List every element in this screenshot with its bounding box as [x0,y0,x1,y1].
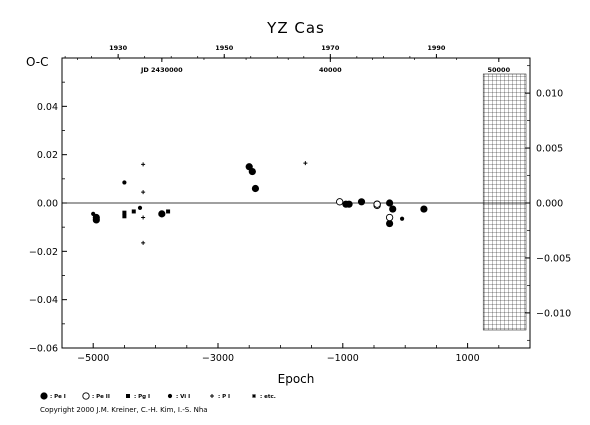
copyright-text: Copyright 2000 J.M. Kreiner, C.-H. Kim, … [40,406,208,414]
data-point [158,210,166,218]
legend-marker [252,394,256,398]
data-point [131,209,136,214]
data-point [386,219,394,228]
y-tick-label: 0.00 [37,199,58,210]
data-point [141,215,146,220]
legend-label: : P I [218,394,230,400]
legend-marker [82,392,90,400]
right-y-tick-label: −0.010 [536,308,571,319]
data-point [122,214,127,219]
data-point [399,216,405,221]
legend-label: : Vi I [176,394,190,400]
year-tick-label: 1930 [109,44,128,52]
legend-label: : Pe I [50,394,66,400]
data-point [336,198,344,206]
y-tick-label: 0.04 [37,102,58,113]
right-y-tick-label: −0.005 [536,253,571,264]
x-tick-label: −5000 [77,353,109,364]
legend-marker [40,392,48,400]
data-point [345,200,353,208]
x-tick-label: 1000 [456,353,480,364]
data-point [303,161,308,166]
x-tick-label: −3000 [202,353,234,364]
data-point [251,184,260,193]
legend-label: : etc. [260,394,276,400]
data-point [389,205,397,213]
year-tick-label: 1950 [215,44,234,52]
right-y-tick-label: 0.010 [536,89,563,100]
legend-label: : Pe II [92,394,110,400]
legend-marker [167,393,173,399]
data-point [122,210,127,215]
x-axis-label: Epoch [278,372,315,386]
chart-title: YZ Cas [266,19,325,37]
data-point [91,211,96,216]
data-point [373,200,381,208]
data-point [141,240,146,245]
data-point [386,199,394,207]
data-point [141,162,146,167]
y-tick-label: −0.04 [29,295,58,306]
data-point [385,213,394,222]
jd-tick-label: 40000 [319,66,342,74]
jd-tick-label: JD 2430000 [140,66,183,74]
data-point [137,205,143,210]
y-tick-label: −0.02 [29,247,58,258]
jd-tick-label: 50000 [487,66,510,74]
x-tick-label: −1000 [327,353,359,364]
y-axis-label: O-C [26,55,49,69]
right-y-tick-label: 0.005 [536,144,563,155]
data-point [420,205,428,213]
y-tick-label: 0.02 [37,150,58,161]
data-point [248,167,256,176]
data-point [357,198,366,206]
y-tick-label: −0.06 [29,344,58,355]
data-point [92,216,100,224]
legend-marker [126,394,130,398]
data-point [166,209,171,214]
year-tick-label: 1990 [427,44,446,52]
data-point [122,180,127,185]
data-point [141,190,146,195]
right-y-tick-label: 0.000 [536,199,563,210]
legend-marker [210,394,214,398]
hatched-region [482,73,527,331]
year-tick-label: 1970 [321,44,340,52]
legend-label: : Pg I [134,394,150,400]
